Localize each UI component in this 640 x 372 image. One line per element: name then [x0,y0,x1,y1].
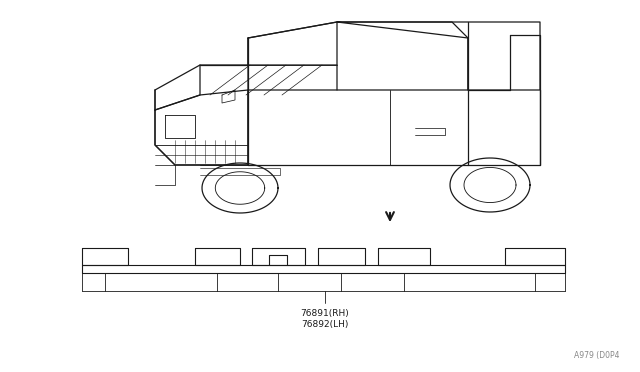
Text: A979 (D0P4: A979 (D0P4 [575,351,620,360]
Text: 76892(LH): 76892(LH) [301,320,349,329]
Text: 76891(RH): 76891(RH) [301,309,349,318]
